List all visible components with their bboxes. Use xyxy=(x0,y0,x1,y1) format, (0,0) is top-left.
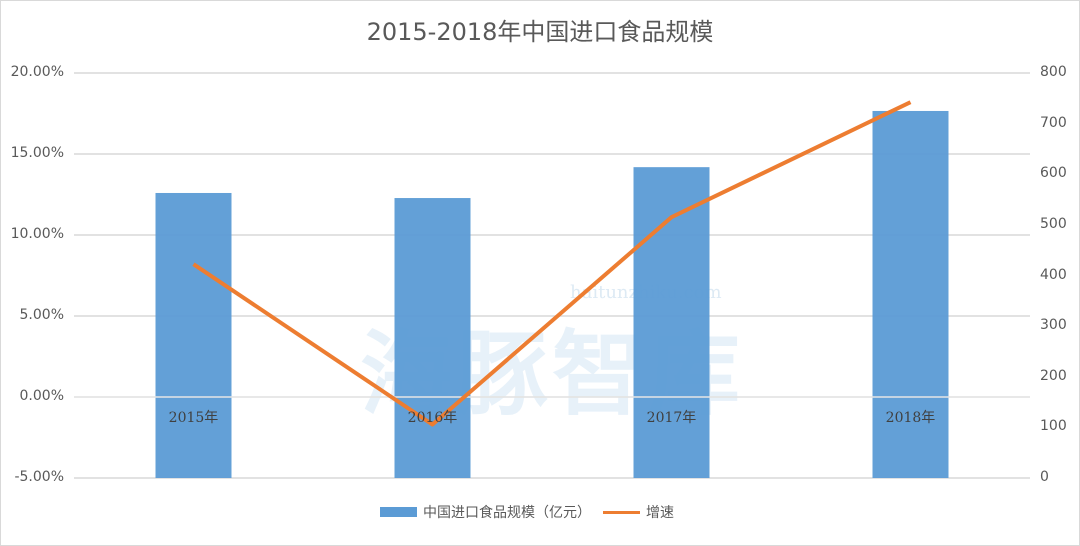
x-axis-label: 2015年 xyxy=(168,410,219,426)
right-axis-tick: 500 xyxy=(1040,215,1067,232)
legend-line-swatch xyxy=(603,510,640,514)
x-axis-label: 2018年 xyxy=(885,410,936,426)
x-axis-label: 2016年 xyxy=(407,410,458,426)
right-axis-tick: 200 xyxy=(1040,367,1067,384)
right-axis-tick: 300 xyxy=(1040,317,1067,334)
x-axis-label: 2017年 xyxy=(646,410,697,426)
bar xyxy=(155,192,232,478)
left-axis-tick: 15.00% xyxy=(10,145,64,161)
right-axis-tick: 700 xyxy=(1040,114,1067,131)
bar xyxy=(394,198,471,478)
right-axis-tick: 100 xyxy=(1040,418,1067,435)
left-axis-tick: -5.00% xyxy=(14,469,64,485)
legend: 中国进口食品规模（亿元） 增速 xyxy=(380,502,674,522)
bar xyxy=(633,167,710,478)
right-axis-tick: 400 xyxy=(1040,266,1067,283)
right-axis-tick: 0 xyxy=(1040,469,1049,485)
left-axis-tick: 10.00% xyxy=(10,226,64,242)
chart-title: 2015-2018年中国进口食品规模 xyxy=(366,18,714,46)
left-axis-tick: 20.00% xyxy=(10,64,64,80)
left-axis-tick: 5.00% xyxy=(19,307,64,323)
left-axis-tick: 0.00% xyxy=(19,388,64,404)
legend-line-label: 增速 xyxy=(646,505,674,521)
bar xyxy=(872,110,949,478)
right-axis-tick: 600 xyxy=(1040,165,1067,182)
legend-bar-label: 中国进口食品规模（亿元） xyxy=(423,505,591,521)
growth-line xyxy=(192,100,912,427)
right-axis-tick: 800 xyxy=(1040,64,1067,80)
legend-bar-swatch xyxy=(380,507,417,517)
